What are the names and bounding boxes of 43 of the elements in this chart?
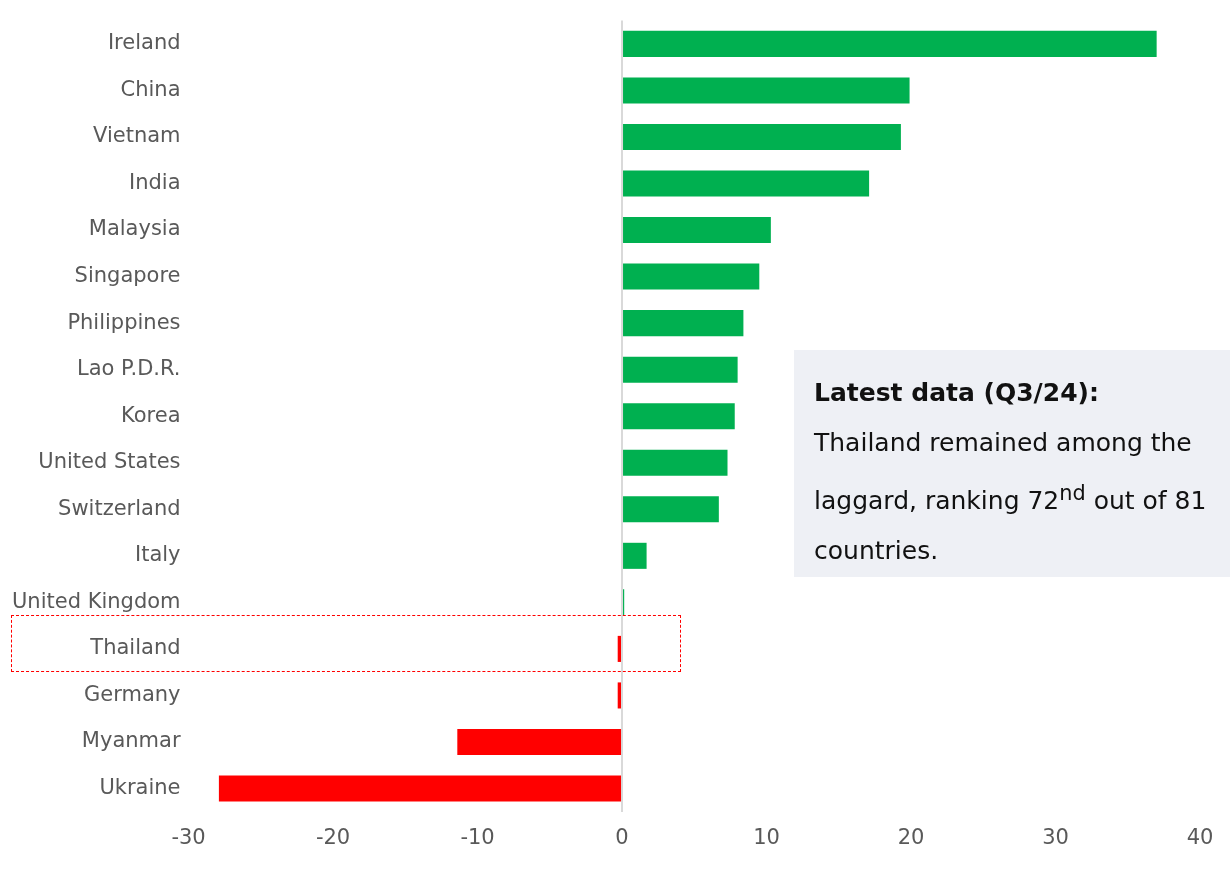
y-tick-label: Germany	[84, 681, 181, 706]
bar	[623, 542, 647, 569]
y-tick-label: China	[120, 76, 181, 101]
x-tick-label: -20	[315, 824, 351, 849]
x-tick-label: 10	[753, 824, 780, 849]
bar	[623, 496, 719, 523]
y-tick-label: Malaysia	[88, 216, 181, 241]
x-tick-label: -10	[460, 824, 495, 849]
text: Thailand remained among the laggard, ranking 72$^{nd}$ out of 81 countries.	[814, 428, 1207, 566]
y-tick-label: India	[129, 169, 181, 194]
y-tick-label: Philippines	[67, 309, 181, 334]
bar	[623, 170, 870, 197]
x-tick-label: 20	[897, 824, 925, 849]
y-tick-label: Vietnam	[93, 123, 181, 148]
y-tick-label: Ukraine	[99, 774, 181, 799]
bar	[218, 775, 622, 802]
y-tick-label: Italy	[134, 542, 181, 567]
x-tick-label: 30	[1042, 824, 1069, 849]
bar	[623, 356, 738, 383]
bar	[617, 635, 622, 662]
y-tick-label: Myanmar	[81, 728, 181, 753]
y-tick-label: United States	[38, 449, 181, 474]
bar	[623, 30, 1157, 57]
y-tick-label: Thailand	[89, 635, 181, 660]
bar	[623, 77, 910, 104]
x-tick-label: 40	[1186, 824, 1214, 849]
bar	[617, 682, 622, 709]
bar	[623, 310, 744, 337]
bar	[623, 449, 728, 476]
y-tick-label: Singapore	[74, 263, 181, 288]
bar	[623, 403, 735, 430]
x-tick-label: -30	[171, 824, 206, 849]
annotation: Latest data (Q3/24):	[814, 377, 1100, 409]
y-tick-label: Ireland	[107, 30, 181, 55]
bar	[457, 728, 622, 756]
bar	[623, 217, 771, 244]
y-tick-label: Lao P.D.R.	[77, 356, 181, 381]
x-tick-label: 0	[615, 824, 629, 849]
bar	[623, 123, 901, 150]
y-tick-label: Switzerland	[58, 495, 181, 520]
bar	[623, 263, 760, 290]
y-tick-label: United Kingdom	[11, 588, 181, 613]
y-tick-label: Korea	[121, 402, 181, 427]
